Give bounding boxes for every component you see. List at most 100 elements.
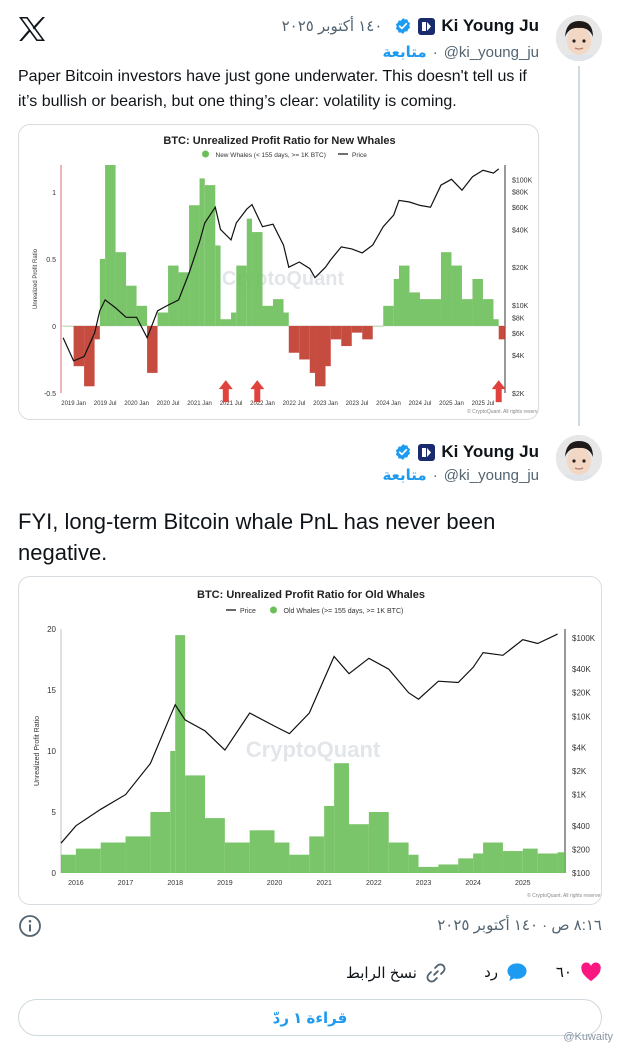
chart-new-whales-svg: BTC: Unrealized Profit Ratio for New Wha… <box>33 135 538 415</box>
data-bar <box>341 325 352 347</box>
x-tick-label: 2024 Jan <box>376 401 401 407</box>
legend-swatch-whales <box>270 606 277 614</box>
data-bar <box>351 325 363 333</box>
y2-tick-label: $80K <box>512 190 529 197</box>
source-watermark: @Kuwaity <box>563 1031 613 1043</box>
info-icon[interactable] <box>18 914 42 938</box>
price-line <box>60 633 558 844</box>
data-bar <box>299 325 310 360</box>
chart-new-whales[interactable]: BTC: Unrealized Profit Ratio for New Wha… <box>18 124 539 420</box>
data-bar <box>498 325 505 340</box>
data-bar <box>168 265 179 326</box>
tweet-actions: ٦٠ رد نسخ الرابط <box>330 962 602 988</box>
tweet-1-author-row: ١٤٠ أكتوبر ٢٠٢٥ Ki Young Ju <box>282 16 539 36</box>
like-count: ٦٠ <box>555 964 572 981</box>
chart-credit: © CryptoQuant. All rights reserved <box>527 892 602 899</box>
y2-tick-label: $4K <box>572 743 587 752</box>
data-bar <box>150 812 171 873</box>
x-tick-label: 2022 Jul <box>283 401 306 407</box>
author-handle[interactable]: @ki_young_ju <box>443 466 539 484</box>
data-bar <box>115 252 127 326</box>
data-bar <box>383 305 394 326</box>
x-logo-icon[interactable] <box>18 16 46 42</box>
chart-title: BTC: Unrealized Profit Ratio for Old Wha… <box>197 589 425 601</box>
data-bar <box>438 864 459 873</box>
data-bar <box>398 265 410 326</box>
avatar[interactable] <box>556 15 602 61</box>
x-tick-label: 2025 <box>515 880 531 887</box>
reply-button[interactable]: رد <box>484 962 528 982</box>
data-bar <box>246 218 253 326</box>
tweet-meta-row: ٨:١٦ ص · ١٤٠ أكتوبر ٢٠٢٥ <box>18 912 602 940</box>
data-bar <box>309 325 316 373</box>
y2-tick-label: $20K <box>512 265 529 272</box>
data-bar <box>61 854 76 873</box>
avatar[interactable] <box>556 435 602 481</box>
y-tick-label: 1 <box>52 190 56 197</box>
y2-tick-label: $200 <box>572 845 590 854</box>
cryptoquant-badge-icon[interactable] <box>418 17 436 35</box>
y2-tick-label: $10K <box>512 303 529 310</box>
data-bar <box>273 299 284 326</box>
follow-button[interactable]: متابعة <box>382 467 427 484</box>
y-axis-label: Unrealized Profit Ratio <box>34 716 41 786</box>
data-bar <box>418 866 439 873</box>
cryptoquant-badge-icon[interactable] <box>418 443 436 461</box>
y2-tick-label: $60K <box>512 205 529 212</box>
separator-dot: · <box>432 466 438 484</box>
verified-badge-icon[interactable] <box>394 443 412 461</box>
reply-bubble-icon <box>507 963 527 982</box>
y2-tick-label: $10K <box>572 712 591 721</box>
read-replies-button[interactable]: قراءة ١ ردّ <box>18 999 602 1036</box>
chart-old-whales[interactable]: BTC: Unrealized Profit Ratio for Old Wha… <box>18 576 602 905</box>
author-handle[interactable]: @ki_young_ju <box>443 43 539 61</box>
x-tick-label: 2024 Jul <box>409 401 432 407</box>
tweet-1-handle-row: متابعة · @ki_young_ju <box>382 43 539 62</box>
data-bar <box>125 836 151 873</box>
y-tick-label: 0 <box>52 869 57 878</box>
data-bar <box>189 205 200 326</box>
y-tick-label: 0 <box>52 324 56 331</box>
data-bar <box>461 299 473 326</box>
data-bar <box>430 299 441 326</box>
verified-badge-icon[interactable] <box>394 17 412 35</box>
arrow-up-annotation <box>218 380 233 403</box>
data-bar <box>451 265 462 326</box>
y-tick-label: 10 <box>47 747 56 756</box>
author-display-name[interactable]: Ki Young Ju <box>441 442 539 461</box>
data-bar <box>249 830 275 873</box>
x-tick-label: 2021 Jul <box>220 401 243 407</box>
data-bar <box>419 299 431 326</box>
data-bar <box>220 319 232 326</box>
data-bar <box>136 305 148 326</box>
data-bar <box>473 853 484 873</box>
data-bar <box>231 312 237 326</box>
data-bar <box>126 285 137 326</box>
tweet-date[interactable]: ١٤٠ أكتوبر ٢٠٢٥ <box>281 18 383 35</box>
data-bar <box>157 312 169 326</box>
copy-link-button[interactable]: نسخ الرابط <box>346 962 447 984</box>
x-tick-label: 2019 Jul <box>94 401 117 407</box>
data-bar <box>63 325 74 327</box>
x-tick-label: 2020 Jul <box>157 401 180 407</box>
thread-connector <box>578 66 580 426</box>
chart-watermark: CryptoQuant <box>246 737 381 762</box>
legend-label-whales: New Whales (< 155 days, >= 1K BTC) <box>216 152 326 159</box>
y2-tick-label: $100K <box>512 177 533 184</box>
data-bar <box>557 852 565 873</box>
data-bar <box>288 325 300 353</box>
x-tick-label: 2023 Jan <box>313 401 338 407</box>
like-button[interactable]: ٦٠ <box>556 962 602 982</box>
tweet-timestamp[interactable]: ٨:١٦ ص · ١٤٠ أكتوبر ٢٠٢٥ <box>437 917 602 934</box>
x-tick-label: 2025 Jul <box>472 401 495 407</box>
arrow-up-annotation <box>491 380 506 403</box>
author-display-name[interactable]: Ki Young Ju <box>441 16 539 35</box>
y2-tick-label: $1K <box>572 791 587 800</box>
y-axis-label: Unrealized Profit Ratio <box>33 248 39 309</box>
data-bar <box>204 185 216 326</box>
avatar-image <box>556 15 602 61</box>
data-bar <box>483 842 503 873</box>
x-tick-label: 2023 Jul <box>346 401 369 407</box>
follow-button[interactable]: متابعة <box>382 44 427 61</box>
data-bar <box>100 842 126 873</box>
